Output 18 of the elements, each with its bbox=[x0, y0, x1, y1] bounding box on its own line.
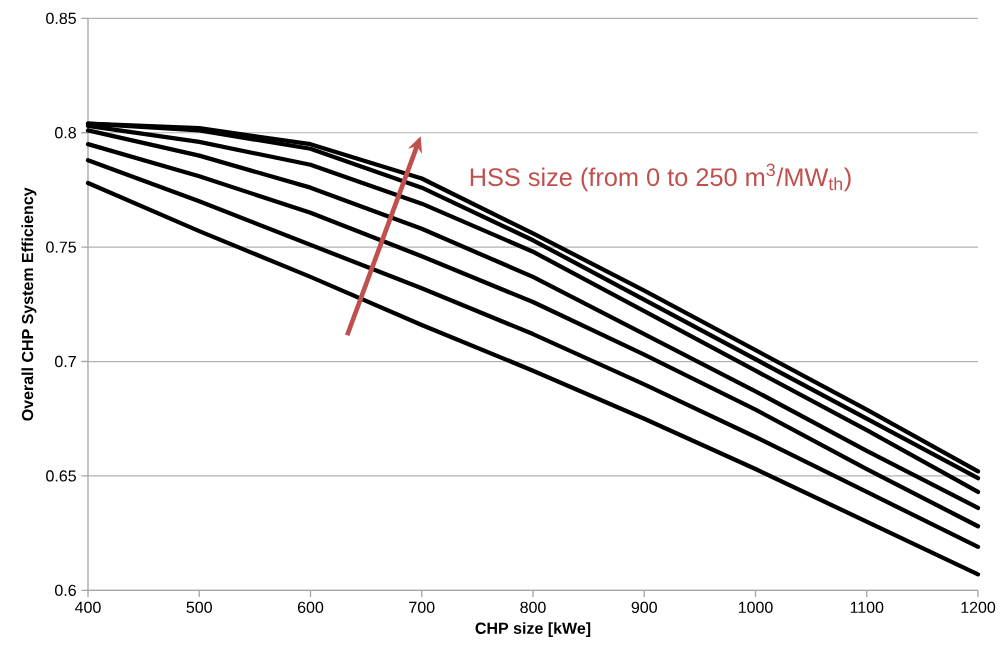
x-tick-label: 400 bbox=[75, 601, 101, 614]
x-tick-label: 700 bbox=[409, 601, 435, 614]
y-tick-label: 0.85 bbox=[46, 12, 76, 24]
y-tick-label: 0.7 bbox=[55, 355, 76, 368]
annotation: HSS size (from 0 to 250 m$^{3}$/MW$_{th}$) bbox=[470, 163, 851, 192]
x-tick-label: 500 bbox=[186, 601, 212, 614]
y-tick-label: 0.75 bbox=[46, 241, 76, 253]
x-tick-label: 900 bbox=[631, 601, 657, 614]
x-tick-label: 1200 bbox=[961, 601, 996, 614]
x-tick-label: 1000 bbox=[738, 601, 773, 614]
y-axis-title: Overall CHP System Efficiency bbox=[21, 187, 37, 421]
x-tick-label: 800 bbox=[520, 601, 546, 614]
y-tick-label: 0.65 bbox=[46, 470, 76, 482]
x-axis-title: CHP size [kWe] bbox=[475, 622, 591, 638]
y-tick-label: 0.6 bbox=[55, 584, 76, 597]
y-tick-label: 0.8 bbox=[55, 127, 76, 139]
x-tick-label: 600 bbox=[297, 601, 324, 614]
x-tick-label: 1100 bbox=[850, 601, 884, 614]
